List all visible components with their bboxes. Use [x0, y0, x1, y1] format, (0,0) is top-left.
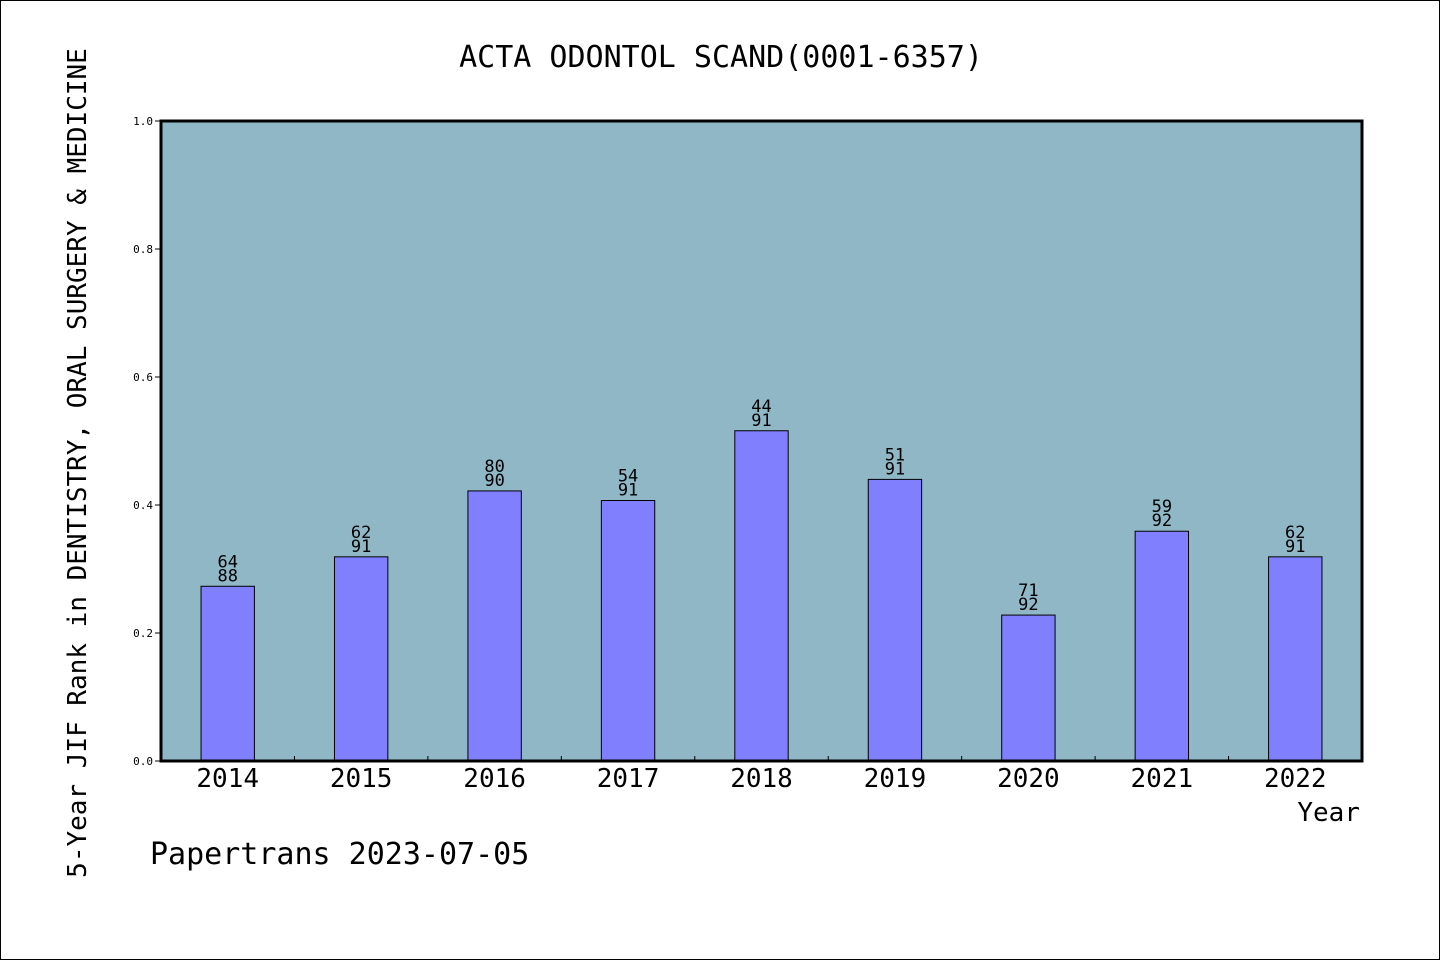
bar-2021	[1134, 530, 1190, 762]
bar-rank-label: 44	[751, 397, 771, 417]
x-axis: 2014 2015 2016 2017 2018 2019 2020 2021 2022	[196, 756, 1327, 794]
x-tick-label: 2016	[463, 764, 526, 794]
plot-border	[159, 119, 1364, 763]
bar-rank-label: 80	[484, 457, 504, 477]
bar-2017	[600, 500, 656, 762]
bar-total-label: 91	[751, 411, 771, 431]
chart-title: ACTA ODONTOL SCAND(0001-6357)	[459, 40, 983, 75]
bar-total-label: 88	[217, 566, 237, 586]
x-tick-label: 2014	[196, 764, 259, 794]
x-tick-label: 2021	[1131, 764, 1194, 794]
bar-rank-label: 51	[885, 445, 905, 465]
bar-total-label: 91	[618, 481, 638, 501]
bar-2016	[467, 490, 522, 762]
bar-total-label: 92	[1152, 511, 1172, 531]
bar-rank-label: 64	[217, 552, 237, 572]
bar-rank-label: 62	[1285, 523, 1305, 543]
x-tick-label: 2017	[597, 764, 660, 794]
bar-2015	[333, 556, 389, 762]
bars	[200, 430, 1323, 762]
x-axis-label: Year	[1297, 798, 1360, 828]
x-tick-label: 2015	[330, 764, 393, 794]
x-tick-label: 2020	[997, 764, 1060, 794]
bar-rank-label: 54	[618, 467, 638, 487]
y-tick-label: 0.6	[133, 371, 153, 384]
bar-2019	[867, 478, 923, 762]
y-tick-label: 0.0	[133, 755, 153, 768]
bar-rank-label: 62	[351, 523, 371, 543]
bar-total-label: 91	[885, 459, 905, 479]
bar-2018	[734, 430, 789, 762]
footer-credit: Papertrans 2023-07-05	[150, 837, 529, 872]
bar-2020	[1001, 614, 1056, 762]
x-tick-label: 2019	[864, 764, 927, 794]
bar-total-label: 92	[1018, 595, 1038, 615]
x-tick-label: 2022	[1264, 764, 1327, 794]
y-tick-label: 0.8	[133, 243, 153, 256]
y-axis: 0.0 0.2 0.4 0.6 0.8 1.0	[133, 115, 161, 768]
y-axis-label: 5-Year JIF Rank in DENTISTRY, ORAL SURGE…	[63, 48, 93, 878]
bar-total-label: 91	[351, 537, 371, 557]
y-tick-label: 0.4	[133, 499, 153, 512]
y-tick-label: 1.0	[133, 115, 153, 128]
bar-rank-label: 59	[1152, 497, 1172, 517]
bar-total-label: 91	[1285, 537, 1305, 557]
bar-rank-label: 71	[1018, 581, 1038, 601]
x-tick-label: 2018	[730, 764, 793, 794]
y-tick-label: 0.2	[133, 627, 153, 640]
bar-total-label: 90	[484, 471, 504, 491]
bar-2022	[1268, 556, 1323, 762]
bar-2014	[200, 585, 255, 762]
